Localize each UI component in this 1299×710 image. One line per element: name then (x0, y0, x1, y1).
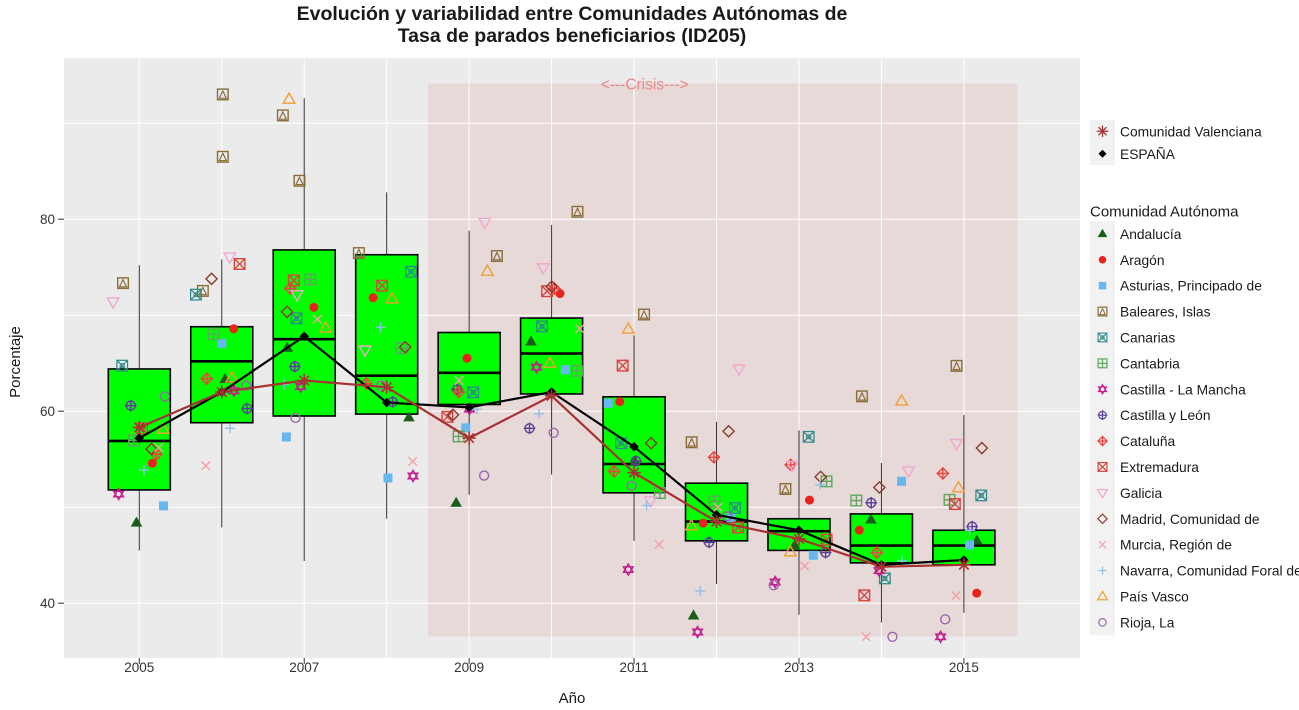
svg-text:Madrid, Comunidad de: Madrid, Comunidad de (1120, 512, 1260, 527)
svg-text:Castilla y León: Castilla y León (1120, 408, 1211, 423)
svg-text:Cantabria: Cantabria (1120, 356, 1180, 371)
svg-text:ESPAÑA: ESPAÑA (1120, 146, 1176, 162)
svg-text:Asturias, Principado de: Asturias, Principado de (1120, 279, 1262, 294)
svg-text:Galicia: Galicia (1120, 486, 1162, 501)
svg-text:Año: Año (559, 690, 586, 707)
svg-text:Tasa de parados beneficiarios: Tasa de parados beneficiarios (ID205) (398, 25, 747, 47)
svg-text:Cataluña: Cataluña (1120, 434, 1176, 449)
svg-text:Castilla - La Mancha: Castilla - La Mancha (1120, 382, 1246, 397)
svg-text:60: 60 (40, 404, 55, 419)
svg-text:Comunidad Valenciana: Comunidad Valenciana (1120, 124, 1262, 139)
svg-text:40: 40 (40, 596, 55, 611)
svg-text:País Vasco: País Vasco (1120, 589, 1189, 604)
svg-text:<---Crisis--->: <---Crisis---> (601, 76, 689, 93)
svg-text:Rioja, La: Rioja, La (1120, 615, 1175, 630)
svg-text:Baleares, Islas: Baleares, Islas (1120, 305, 1211, 320)
svg-text:Canarias: Canarias (1120, 330, 1175, 345)
svg-text:80: 80 (40, 212, 55, 227)
svg-text:Aragón: Aragón (1120, 253, 1165, 268)
svg-text:Murcia, Región de: Murcia, Región de (1120, 538, 1232, 553)
svg-text:Comunidad Autónoma: Comunidad Autónoma (1090, 204, 1239, 221)
svg-text:Andalucía: Andalucía (1120, 227, 1182, 242)
svg-text:Evolución y variabilidad entre: Evolución y variabilidad entre Comunidad… (297, 3, 848, 25)
svg-text:Navarra, Comunidad Foral de: Navarra, Comunidad Foral de (1120, 564, 1299, 579)
svg-text:Extremadura: Extremadura (1120, 460, 1199, 475)
svg-text:Porcentaje: Porcentaje (7, 326, 24, 398)
